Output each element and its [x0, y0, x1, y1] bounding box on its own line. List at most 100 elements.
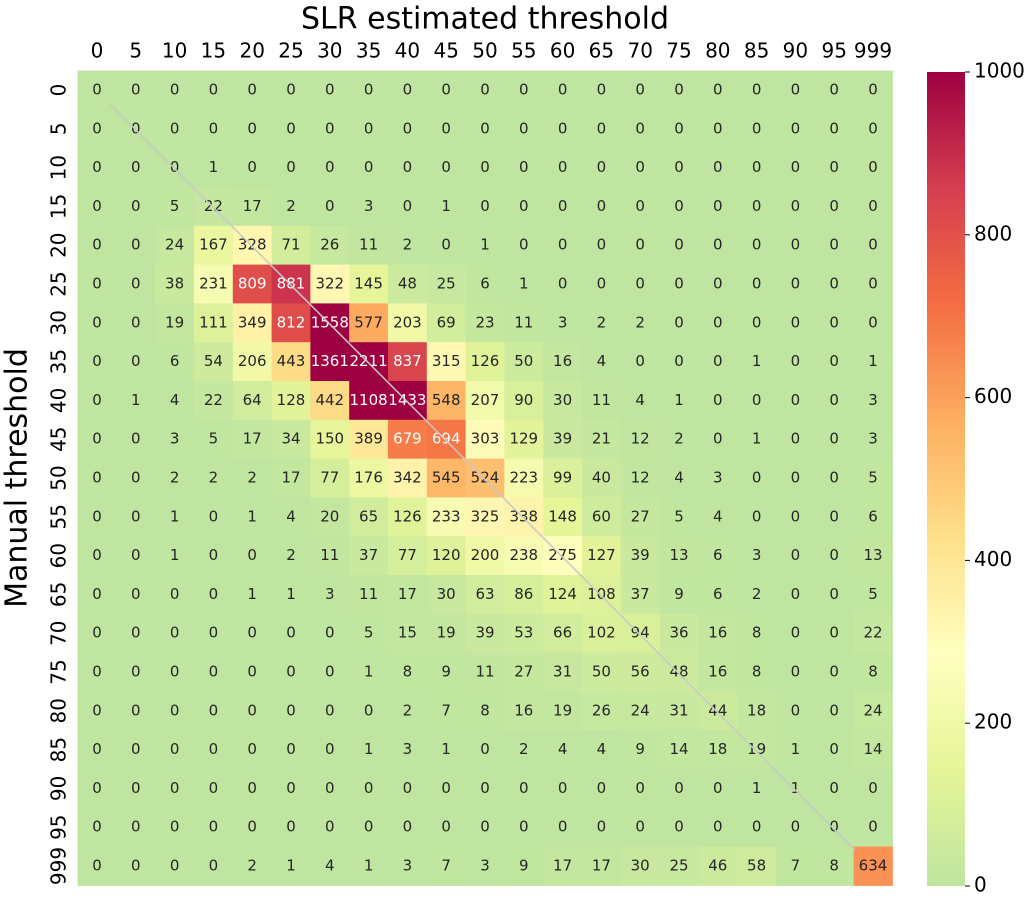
cell-label: 0 [674, 352, 684, 370]
cell-label: 0 [519, 158, 529, 176]
cell-label: 0 [519, 81, 529, 99]
heatmap-cell [77, 458, 117, 498]
cell-label: 0 [713, 197, 723, 215]
heatmap-cell [426, 109, 467, 149]
heatmap-cell [814, 187, 855, 227]
heatmap-cell [620, 846, 661, 886]
heatmap-cell [155, 575, 195, 615]
cell-label: 0 [209, 740, 219, 758]
heatmap-cell [737, 148, 777, 188]
heatmap-cell [77, 536, 117, 576]
heatmap-cell [659, 497, 699, 537]
heatmap-cell [504, 613, 544, 654]
heatmap-cell [814, 536, 855, 576]
heatmap-cell [659, 769, 699, 809]
heatmap-cell [698, 342, 738, 382]
cell-label: 64 [243, 391, 262, 409]
cell-label: 679 [393, 430, 422, 448]
cell-label: 2 [674, 430, 684, 448]
cell-label: 11 [359, 585, 378, 603]
x-tick-label: 999 [854, 39, 892, 63]
heatmap-cell [388, 187, 428, 227]
cell-label: 442 [315, 391, 344, 409]
cell-label: 0 [829, 275, 839, 293]
heatmap-cell [543, 381, 583, 421]
cell-label: 2 [403, 701, 413, 719]
cell-label: 9 [674, 585, 684, 603]
heatmap-cell [582, 187, 622, 227]
cell-label: 0 [791, 624, 801, 642]
cell-label: 342 [393, 469, 422, 487]
x-tick-label: 65 [589, 39, 614, 63]
y-tick-label: 20 [47, 232, 71, 257]
y-tick-label: 25 [47, 271, 71, 296]
cell-label: 3 [170, 430, 180, 448]
colorbar-tick-label: 200 [974, 710, 1012, 734]
cell-label: 0 [829, 391, 839, 409]
heatmap-cell [659, 109, 699, 149]
heatmap-cell [194, 497, 234, 537]
cell-label: 0 [597, 779, 607, 797]
cell-label: 0 [829, 585, 839, 603]
heatmap-cell [310, 691, 350, 731]
heatmap-cell [388, 652, 428, 692]
heatmap-cell [388, 807, 428, 848]
heatmap-cell [194, 303, 234, 343]
heatmap-cell [426, 807, 467, 848]
cell-label: 5 [364, 624, 374, 642]
cell-label: 0 [713, 119, 723, 137]
heatmap-cell [620, 419, 661, 460]
cell-label: 0 [131, 546, 141, 564]
cell-label: 0 [868, 313, 878, 331]
cell-label: 17 [243, 430, 262, 448]
cell-label: 5 [170, 197, 180, 215]
heatmap-cell [776, 769, 816, 809]
cell-label: 0 [170, 119, 180, 137]
cell-label: 231 [199, 275, 228, 293]
heatmap-cell [853, 225, 893, 266]
cell-label: 0 [519, 818, 529, 836]
cell-label: 8 [403, 663, 413, 681]
heatmap-cell [349, 419, 389, 460]
heatmap-cell [698, 109, 738, 149]
cell-label: 0 [791, 197, 801, 215]
cell-label: 0 [286, 740, 296, 758]
cell-label: 0 [364, 158, 374, 176]
heatmap-cell [582, 652, 622, 692]
cell-label: 0 [791, 158, 801, 176]
heatmap-cell [659, 148, 699, 188]
heatmap-cell [853, 536, 893, 576]
heatmap-cell [194, 419, 234, 460]
heatmap-cell [543, 846, 583, 886]
heatmap-cell [582, 769, 622, 809]
heatmap-cell [465, 497, 505, 537]
heatmap-cell [194, 381, 234, 421]
cell-label: 22 [204, 391, 223, 409]
cell-label: 0 [131, 430, 141, 448]
cell-label: 0 [635, 119, 645, 137]
cell-label: 0 [131, 313, 141, 331]
cell-label: 0 [441, 81, 451, 99]
heatmap-cell [465, 458, 505, 498]
cell-label: 303 [471, 430, 500, 448]
heatmap-cell [504, 652, 544, 692]
heatmap-cell [853, 575, 893, 615]
cell-label: 6 [170, 352, 180, 370]
heatmap-cell [194, 536, 234, 576]
heatmap-cell [310, 70, 350, 110]
cell-label: 0 [286, 119, 296, 137]
heatmap-cell [77, 264, 117, 304]
heatmap-cell [426, 187, 467, 227]
cell-label: 0 [829, 624, 839, 642]
cell-label: 0 [92, 119, 102, 137]
heatmap-cell [77, 342, 117, 382]
heatmap-cell [465, 613, 505, 654]
cell-label: 6 [868, 507, 878, 525]
y-tick-label: 15 [47, 194, 71, 219]
cell-label: 223 [509, 469, 538, 487]
heatmap-cell [814, 575, 855, 615]
cell-label: 0 [441, 779, 451, 797]
cell-label: 1 [752, 779, 762, 797]
x-tick-label: 35 [356, 39, 381, 63]
heatmap-cell [582, 807, 622, 848]
